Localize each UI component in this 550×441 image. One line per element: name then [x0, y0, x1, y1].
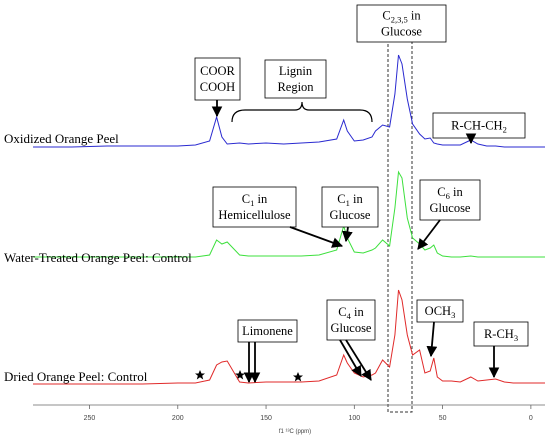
x-tick-label: 200: [172, 415, 184, 422]
annotation-text-tail: in: [450, 185, 464, 199]
annotation-subscript: 1: [346, 198, 350, 208]
annotation-subscript: 3: [451, 310, 455, 320]
annotation: Limonene: [237, 319, 298, 384]
annotation-text: C1 in: [337, 192, 363, 208]
annotation: Lignin Region: [264, 59, 327, 99]
x-tick-label: 100: [348, 415, 360, 422]
x-axis-label: f1 ¹³C (ppm): [279, 429, 311, 435]
annotation-subscript: 4: [347, 311, 352, 321]
annotation-text: OCH3: [425, 304, 456, 320]
annotation-text: R-CH-CH2: [451, 119, 507, 135]
annotation-text: C6 in: [437, 185, 463, 201]
annotation-box: [473, 321, 529, 347]
annotation-text-main: OCH: [425, 304, 451, 318]
annotation-text-main: C: [337, 192, 345, 206]
annotation-subscript: 3: [514, 333, 518, 343]
annotation-text: C2,3,5 in: [382, 9, 421, 25]
annotation-subscript: 6: [446, 191, 450, 201]
annotation-arrow: [289, 226, 344, 248]
x-tick-label: 150: [260, 415, 272, 422]
x-tick-label: 250: [84, 415, 96, 422]
annotation-text: Glucose: [330, 208, 371, 222]
annotation-arrow: [345, 339, 372, 381]
sideband-markers: [195, 370, 303, 382]
annotation-box: [237, 319, 298, 343]
annotation-arrow: [339, 339, 362, 377]
annotation-box: [326, 299, 376, 341]
annotation-text-main: R-CH-CH: [451, 119, 502, 133]
annotation-text: COOR: [200, 64, 235, 78]
annotation-text-tail: in: [254, 192, 268, 206]
annotation-text-tail: in: [351, 305, 365, 319]
x-tick-label: 50: [439, 415, 447, 422]
annotation-arrow: [342, 226, 353, 243]
annotation-text-main: C: [382, 9, 390, 23]
annotation-box: [212, 186, 297, 228]
x-tick-label: 0: [529, 415, 533, 422]
annotation-text-tail: in: [408, 9, 422, 23]
spectrum-line: [33, 289, 545, 385]
series-label: Oxidized Orange Peel: [4, 131, 119, 146]
annotation-text: Region: [277, 80, 314, 94]
annotation-box: [264, 59, 327, 99]
annotation-text: Glucose: [331, 321, 372, 335]
series-label: Dried Orange Peel: Control: [4, 369, 148, 384]
annotation: OCH3: [416, 299, 464, 358]
annotation-subscript: 2: [503, 125, 507, 135]
annotation-text: Glucose: [430, 201, 471, 215]
annotation-box: [416, 299, 464, 323]
annotation-arrow: [426, 321, 438, 358]
annotation-text-main: C: [242, 192, 250, 206]
annotation-text: R-CH3: [484, 327, 518, 343]
annotation-text: C1 in: [242, 192, 268, 208]
annotation-arrow: [417, 219, 441, 250]
annotation: R-CH3: [473, 321, 529, 379]
annotation-box: [432, 112, 526, 139]
annotation-subscript: 1: [250, 198, 254, 208]
annotation-text-main: C: [338, 305, 346, 319]
annotation-text: Lignin: [279, 64, 313, 78]
annotation: R-CH-CH2: [432, 112, 526, 145]
spectrum-line: [33, 170, 545, 258]
annotation-text: COOH: [200, 80, 235, 94]
annotation-box: [419, 179, 481, 221]
annotation-box: [356, 4, 447, 43]
series-label: Water-Treated Orange Peel: Control: [4, 250, 192, 265]
annotation-text: Hemicellulose: [218, 208, 291, 222]
annotation-box: [194, 57, 241, 101]
annotation-text-main: R-CH: [484, 327, 514, 341]
spectrum-line: [33, 54, 545, 148]
annotation: COOR COOH: [194, 57, 241, 118]
lignin-brace: [231, 101, 373, 123]
annotation-box: [321, 186, 379, 228]
annotation-text: Limonene: [242, 324, 293, 338]
annotation-text: C4 in: [338, 305, 364, 321]
annotation-text-main: C: [437, 185, 445, 199]
annotation-text-tail: in: [350, 192, 364, 206]
annotation-subscript: 2,3,5: [391, 15, 408, 25]
annotation-text: Glucose: [381, 25, 422, 39]
